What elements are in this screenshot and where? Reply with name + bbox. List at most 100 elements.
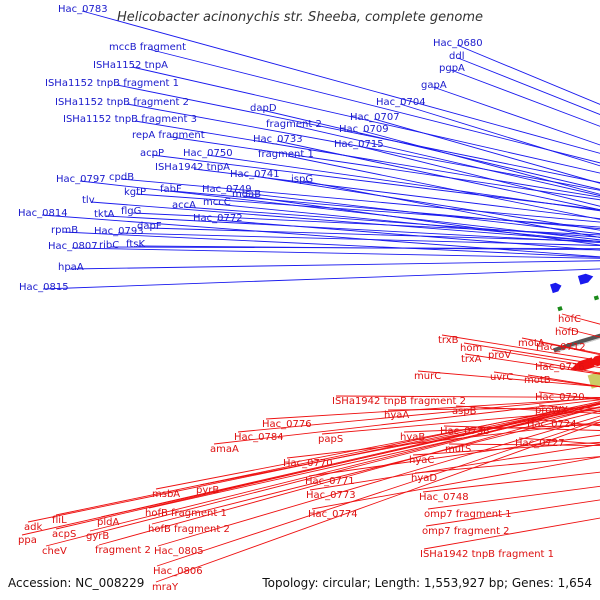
forward-gene-label: fragment 2 <box>266 119 322 130</box>
accession-label: Accession: NC_008229 <box>8 576 145 590</box>
reverse-gene-label: omp7 fragment 2 <box>422 526 510 537</box>
forward-gene-label: tktA <box>94 209 115 220</box>
forward-gene-label: Hac_0715 <box>334 139 384 150</box>
reverse-label-leader <box>448 443 600 446</box>
reverse-gene-label: proV <box>488 350 511 361</box>
forward-gene-label: flgG <box>121 206 141 217</box>
forward-gene-label: kgtP <box>124 187 146 198</box>
reverse-gene-label: cheV <box>42 546 67 557</box>
forward-label-leader <box>69 260 600 270</box>
forward-label-leader <box>171 190 600 230</box>
reverse-label-leader <box>427 485 600 510</box>
reverse-cds-mark <box>570 357 595 371</box>
reverse-gene-label: Hac_0776 <box>262 419 312 430</box>
reverse-label-leader <box>265 397 600 420</box>
reverse-label-leader <box>403 424 600 433</box>
forward-gene-label: acpP <box>140 148 164 159</box>
reverse-gene-label: Hac_0771 <box>305 476 355 487</box>
reverse-gene-label: ppa <box>18 535 37 546</box>
reverse-feature-block <box>587 371 600 389</box>
forward-ring-marker <box>557 306 563 312</box>
forward-label-leader <box>105 215 600 243</box>
forward-label-leader <box>79 180 600 241</box>
forward-label-leader <box>90 201 600 242</box>
forward-label-leader <box>62 231 600 258</box>
reverse-gene-label: Hac_0806 <box>153 566 203 577</box>
forward-label-leader <box>357 145 600 207</box>
forward-label-leader <box>216 219 600 251</box>
forward-label-leader <box>81 10 600 154</box>
forward-label-leader <box>126 103 600 191</box>
forward-label-leader <box>373 118 600 184</box>
forward-gene-label: fabF <box>160 184 182 195</box>
forward-gene-label: Hac_0797 <box>56 174 106 185</box>
forward-label-leader <box>183 206 600 238</box>
reverse-gene-label: ISHa1942 tnpB fragment 2 <box>332 396 466 407</box>
reverse-label-leader <box>286 421 600 459</box>
forward-gene-label: Hac_0709 <box>339 124 389 135</box>
reverse-gene-label: ISHa1942 tnpB fragment 1 <box>420 549 554 560</box>
forward-gene-label: Hac_0749 <box>202 184 252 195</box>
reverse-gene-label: adk <box>24 522 42 533</box>
reverse-gene-label: hofB fragment 1 <box>145 508 227 519</box>
forward-gene-label: ddl <box>449 51 464 62</box>
reverse-gene-label: pldA <box>97 517 119 528</box>
reverse-label-leader <box>157 415 600 547</box>
forward-gene-label: Hac_0793 <box>94 226 144 237</box>
reverse-gene-label: Hac_0784 <box>234 432 284 443</box>
reverse-gene-label: fliL <box>52 515 67 526</box>
reverse-gene-label: motB <box>524 375 551 386</box>
forward-gene-label: rpmB <box>51 225 78 236</box>
reverse-gene-label: hofC <box>558 314 581 325</box>
forward-label-leader <box>302 180 600 238</box>
forward-label-leader <box>399 103 600 167</box>
reverse-gene-label: hyaA <box>384 410 409 421</box>
reverse-label-leader <box>417 370 600 388</box>
forward-gene-label: Hac_0680 <box>433 38 483 49</box>
forward-gene-label: ispG <box>291 174 313 185</box>
reverse-gene-label: Hac_0748 <box>419 492 469 503</box>
forward-label-leader <box>151 154 600 211</box>
reverse-label-leader <box>213 399 600 445</box>
forward-gene-label: pgpA <box>439 63 465 74</box>
forward-gene-label: gapA <box>421 80 447 91</box>
forward-label-leader <box>116 84 600 184</box>
forward-gene-label: mccB fragment <box>109 42 186 53</box>
reverse-gene-label: trxA <box>461 354 482 365</box>
reverse-label-leader <box>308 434 600 477</box>
reverse-gene-label: Hac_0712 <box>536 342 586 353</box>
reverse-gene-label: murC <box>414 371 441 382</box>
reverse-label-leader <box>199 406 600 486</box>
forward-gene-label: ftsK <box>126 239 145 250</box>
forward-label-leader <box>287 155 600 220</box>
reverse-gene-label: aspB <box>452 406 477 417</box>
reverse-label-leader <box>55 402 600 530</box>
forward-gene-label: Hac_0815 <box>19 282 69 293</box>
reverse-gene-label: fragment 2 <box>95 545 151 556</box>
forward-gene-label: ISHa1152 tnpB fragment 1 <box>45 78 179 89</box>
reverse-gene-label: Hac_0774 <box>308 509 358 520</box>
forward-label-leader <box>206 154 600 212</box>
forward-gene-label: Hac_0814 <box>18 208 68 219</box>
reverse-gene-label: papS <box>318 434 343 445</box>
reverse-gene-label: hofB fragment 2 <box>148 524 230 535</box>
reverse-gene-label: Hac_0724 <box>527 419 577 430</box>
genome-summary: Topology: circular; Length: 1,553,927 bp… <box>262 576 592 590</box>
forward-gene-label: Hac_0807 <box>48 241 98 252</box>
reverse-label-leader <box>89 403 600 532</box>
forward-gene-label: mccC <box>203 197 231 208</box>
forward-gene-label: dapD <box>250 103 277 114</box>
reverse-label-leader <box>321 409 600 435</box>
forward-label-leader <box>295 125 600 197</box>
reverse-gene-label: mraY <box>152 582 179 593</box>
forward-gene-label: ISHa1152 tnpB fragment 2 <box>55 97 189 108</box>
reverse-gene-label: Hac_0720 <box>535 392 585 403</box>
forward-gene-label: fragment 1 <box>258 149 314 160</box>
forward-cds-mark <box>550 282 562 294</box>
forward-label-leader <box>362 130 600 195</box>
reverse-gene-label: hom <box>460 343 482 354</box>
reverse-gene-label: gyrB <box>86 531 109 542</box>
forward-gene-label: Hac_0707 <box>350 112 400 123</box>
reverse-label-leader <box>151 410 600 525</box>
